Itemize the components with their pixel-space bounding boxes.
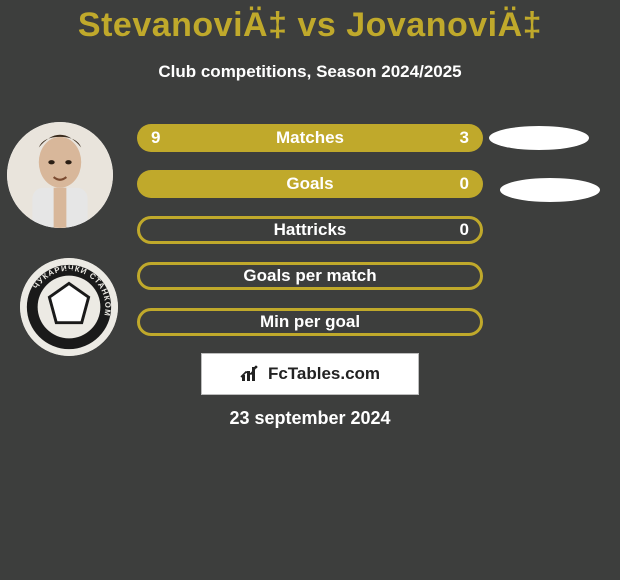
bar-chart-icon [240, 365, 262, 383]
headline: StevanoviÄ‡ vs JovanoviÄ‡ [0, 6, 620, 45]
opponent-slot-1 [500, 178, 600, 202]
club-badge-svg: ЧУКАРИЧКИ СТАНКОМ ФК [20, 258, 118, 356]
player-avatar-svg [7, 122, 113, 228]
subtitle: Club competitions, Season 2024/2025 [0, 62, 620, 82]
stat-label: Min per goal [137, 311, 483, 333]
stat-value-left: 9 [151, 124, 160, 152]
stat-value-right: 3 [460, 124, 469, 152]
stat-label: Goals per match [137, 265, 483, 287]
stat-value-right: 0 [460, 170, 469, 198]
brand-text: FcTables.com [268, 364, 380, 384]
stat-label: Matches [137, 124, 483, 152]
club-badge: ЧУКАРИЧКИ СТАНКОМ ФК [20, 258, 118, 356]
stat-row-goals: Goals0 [137, 170, 483, 198]
stat-row-matches: Matches9 3 [137, 124, 483, 152]
stat-row-min-per-goal: Min per goal [137, 308, 483, 336]
brand-box: FcTables.com [201, 353, 419, 395]
stat-label: Hattricks [137, 219, 483, 241]
player-avatar [7, 122, 113, 228]
svg-text:ФК: ФК [64, 269, 75, 276]
h2h-infographic: StevanoviÄ‡ vs JovanoviÄ‡ Club competiti… [0, 0, 620, 580]
opponent-slot-0 [489, 126, 589, 150]
stat-label: Goals [137, 170, 483, 198]
stat-value-right: 0 [460, 219, 469, 241]
date-line: 23 september 2024 [0, 408, 620, 429]
stat-row-hattricks: Hattricks0 [137, 216, 483, 244]
stat-row-goals-per-match: Goals per match [137, 262, 483, 290]
